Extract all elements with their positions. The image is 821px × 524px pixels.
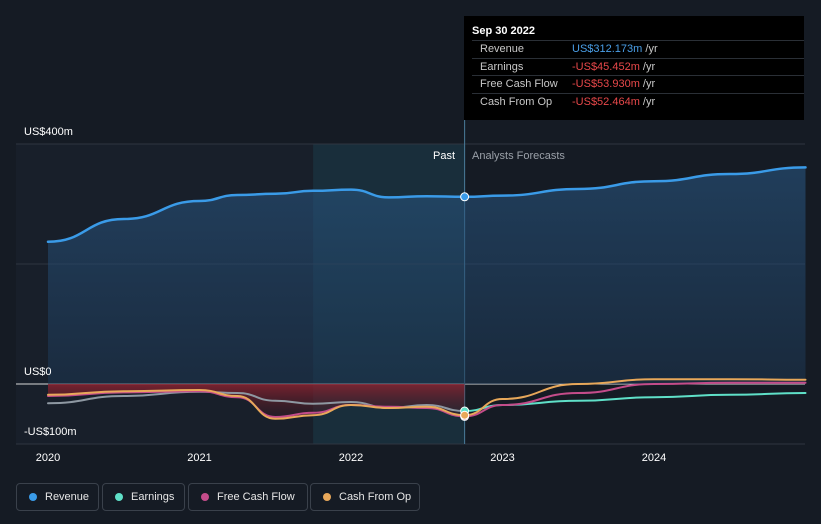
tooltip-label: Revenue [480,43,525,55]
legend-item-earnings[interactable]: Earnings [102,483,185,511]
series-line-forecast [463,378,807,417]
tooltip-row: Cash From Op -US$52.464m /yr [472,92,804,111]
tooltip-row: Earnings -US$45.452m /yr [472,57,804,76]
series-line-past [47,388,466,420]
legend-label: Earnings [131,491,175,503]
series-line-forecast [463,166,807,199]
past-label: Past [433,150,456,162]
x-tick-label: 2021 [187,452,212,464]
x-tick-label: 2020 [35,452,61,464]
y-tick-label-neg100: -US$100m [24,426,77,438]
legend-item-revenue[interactable]: Revenue [16,483,99,511]
forecast-label: Analysts Forecasts [472,150,565,162]
tooltip-label: Free Cash Flow [480,78,558,90]
tooltip-value: US$312.173m /yr [572,43,658,55]
tooltip-row: Revenue US$312.173m /yr [472,40,804,58]
legend-item-free-cash-flow[interactable]: Free Cash Flow [188,483,308,511]
negative-area [48,384,465,419]
y-tick-label-0: US$0 [24,366,52,378]
legend-label: Revenue [45,491,90,503]
tooltip-value: -US$52.464m /yr [572,95,656,108]
legend-item-cash-from-op[interactable]: Cash From Op [310,483,420,511]
y-tick-label-400: US$400m [24,126,73,138]
legend-dot-icon [323,493,331,501]
x-tick-label: 2024 [641,452,667,464]
series-marker[interactable] [460,192,470,202]
tooltip-date: Sep 30 2022 [472,25,535,37]
series-line-past [46,188,466,244]
x-tick-label: 2022 [338,452,364,464]
series-line-forecast [463,381,807,418]
series-line-forecast [463,392,807,412]
tooltip: Sep 30 2022 Revenue US$312.173m /yr Earnin… [464,16,804,120]
x-tick-label: 2023 [490,452,515,464]
tooltip-value: -US$45.452m /yr [572,60,656,73]
tooltip-label: Earnings [480,60,524,73]
legend-label: Cash From Op [339,491,412,503]
revenue-area [48,167,806,384]
legend-dot-icon [29,493,37,501]
series-marker[interactable] [460,410,470,420]
tooltip-label: Cash From Op [480,95,553,108]
legend-label: Free Cash Flow [217,491,295,503]
legend-dot-icon [201,493,209,501]
legend-dot-icon [115,493,123,501]
tooltip-value: -US$53.930m /yr [572,78,656,90]
tooltip-row: Free Cash Flow -US$53.930m /yr [472,75,804,93]
